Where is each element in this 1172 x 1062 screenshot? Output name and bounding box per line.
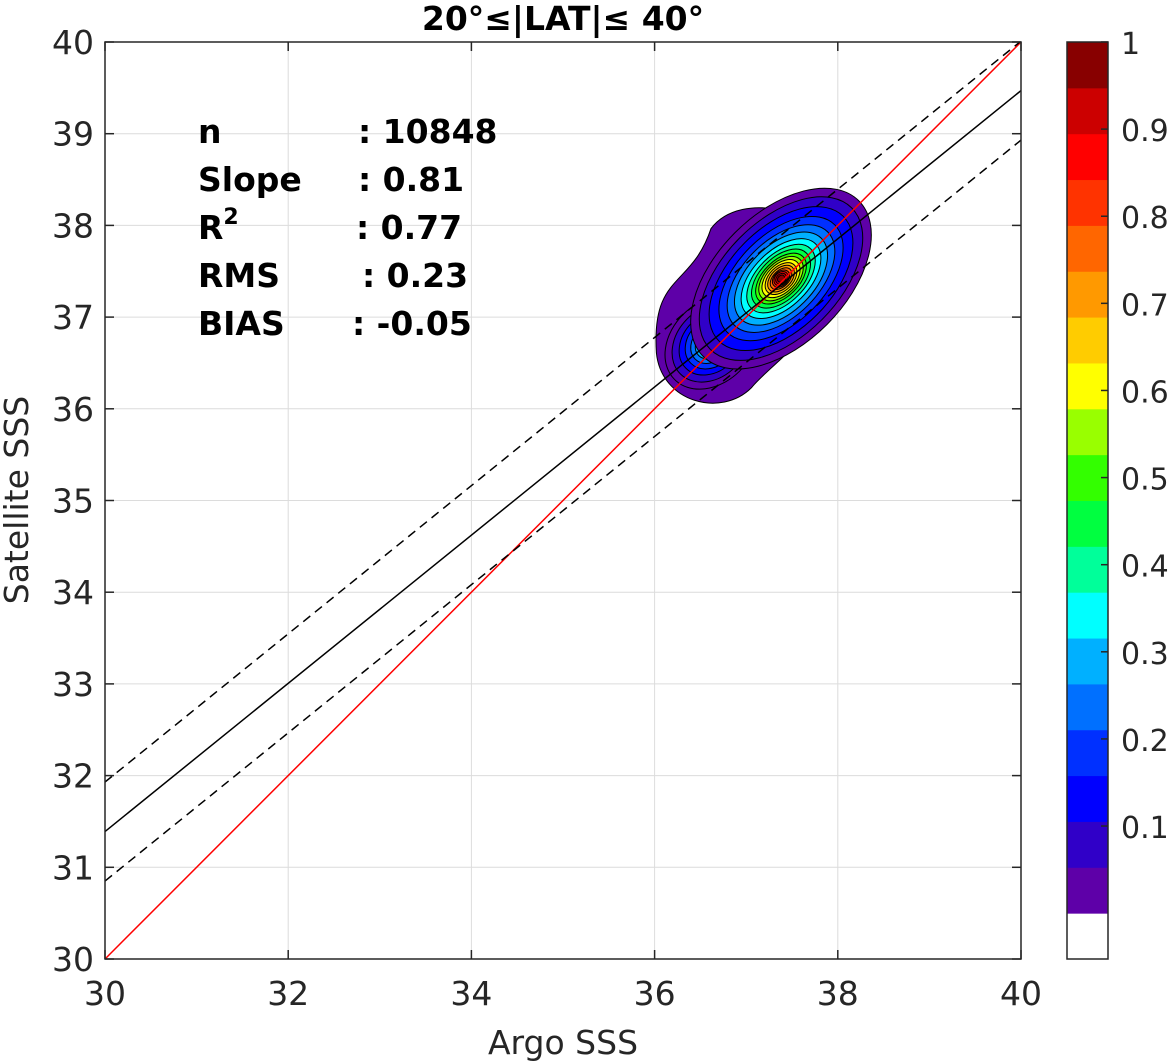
y-tick-label: 39 <box>52 115 94 154</box>
stat-value: : 0.77 <box>356 208 462 247</box>
colorbar-tick-label: 1 <box>1121 27 1140 62</box>
colorbar-segment <box>1067 638 1108 685</box>
stat-value: : -0.05 <box>352 304 472 343</box>
y-tick-label: 32 <box>52 757 94 796</box>
y-tick-label: 37 <box>52 298 94 337</box>
y-tick-label: 36 <box>52 390 94 429</box>
colorbar-segment <box>1067 42 1108 89</box>
colorbar-tick-label: 0.2 <box>1121 724 1169 759</box>
regression-line <box>105 90 1021 833</box>
colorbar-segment <box>1067 500 1108 547</box>
x-tick-label: 40 <box>1000 974 1042 1013</box>
colorbar-tick-label: 0.1 <box>1121 811 1169 846</box>
x-tick-label: 30 <box>84 974 126 1013</box>
stat-value: : 0.81 <box>358 160 464 199</box>
x-axis-label: Argo SSS <box>488 1023 638 1062</box>
stat-superscript: 2 <box>223 205 238 230</box>
colorbar-segment <box>1067 408 1108 456</box>
regression-lower-line <box>105 139 1021 882</box>
colorbar-segment <box>1067 87 1108 135</box>
colorbar-segment <box>1067 133 1108 181</box>
chart-title: 20°≤|LAT|≤ 40° <box>422 0 704 38</box>
stat-value: : 10848 <box>358 112 498 151</box>
colorbar-segment <box>1067 775 1108 822</box>
fit-lines <box>105 42 1021 959</box>
colorbar-segment <box>1067 592 1108 639</box>
colorbar-segment <box>1067 317 1108 364</box>
x-tick-label: 32 <box>267 974 309 1013</box>
colorbar-tick-label: 0.5 <box>1121 463 1169 498</box>
y-tick-label: 40 <box>52 23 94 62</box>
stat-label: BIAS <box>198 304 285 343</box>
x-tick-label: 34 <box>450 974 492 1013</box>
colorbar-segment <box>1067 271 1108 318</box>
colorbar: 1 0.9 0.8 0.7 0.6 0.5 0.4 0.3 0.2 0.1 <box>1066 27 1169 960</box>
stat-value: : 0.23 <box>362 256 468 295</box>
colorbar-segment <box>1067 225 1108 272</box>
colorbar-tick-label: 0.9 <box>1121 114 1169 149</box>
y-axis-label: Satellite SSS <box>0 396 36 605</box>
x-tick-label: 38 <box>817 974 859 1013</box>
colorbar-segment <box>1067 362 1108 410</box>
colorbar-segment <box>1067 729 1108 777</box>
density-contours <box>655 187 872 404</box>
colorbar-tick-label: 0.3 <box>1121 637 1169 672</box>
colorbar-frame <box>1066 41 1109 960</box>
axis-ticks: 30 32 34 36 38 40 30 31 32 33 34 35 36 37 38 39 40 <box>52 23 1042 1013</box>
stat-label: RMS <box>198 256 280 295</box>
colorbar-segment <box>1067 913 1108 960</box>
regression-upper-line <box>105 42 1021 783</box>
colorbar-segment <box>1067 821 1108 868</box>
y-tick-label: 31 <box>52 848 94 887</box>
y-tick-label: 38 <box>52 206 94 245</box>
colorbar-segment <box>1067 546 1108 593</box>
y-tick-label: 35 <box>52 482 94 521</box>
colorbar-tick-label: 0.8 <box>1121 201 1169 236</box>
colorbar-segment <box>1067 179 1108 226</box>
y-tick-label: 30 <box>52 940 94 979</box>
stat-label: n <box>198 112 222 151</box>
colorbar-segment <box>1067 867 1108 914</box>
colorbar-tick-label: 0.6 <box>1121 375 1169 410</box>
y-tick-label: 33 <box>52 665 94 704</box>
grid <box>104 41 1022 960</box>
colorbar-segment <box>1067 683 1108 731</box>
stat-label: Slope <box>198 160 302 199</box>
colorbar-tick-label: 0.7 <box>1121 288 1169 323</box>
x-tick-label: 36 <box>634 974 676 1013</box>
one-to-one-line <box>105 42 1021 959</box>
y-tick-label: 34 <box>52 573 94 612</box>
colorbar-tick-label: 0.4 <box>1121 550 1169 585</box>
